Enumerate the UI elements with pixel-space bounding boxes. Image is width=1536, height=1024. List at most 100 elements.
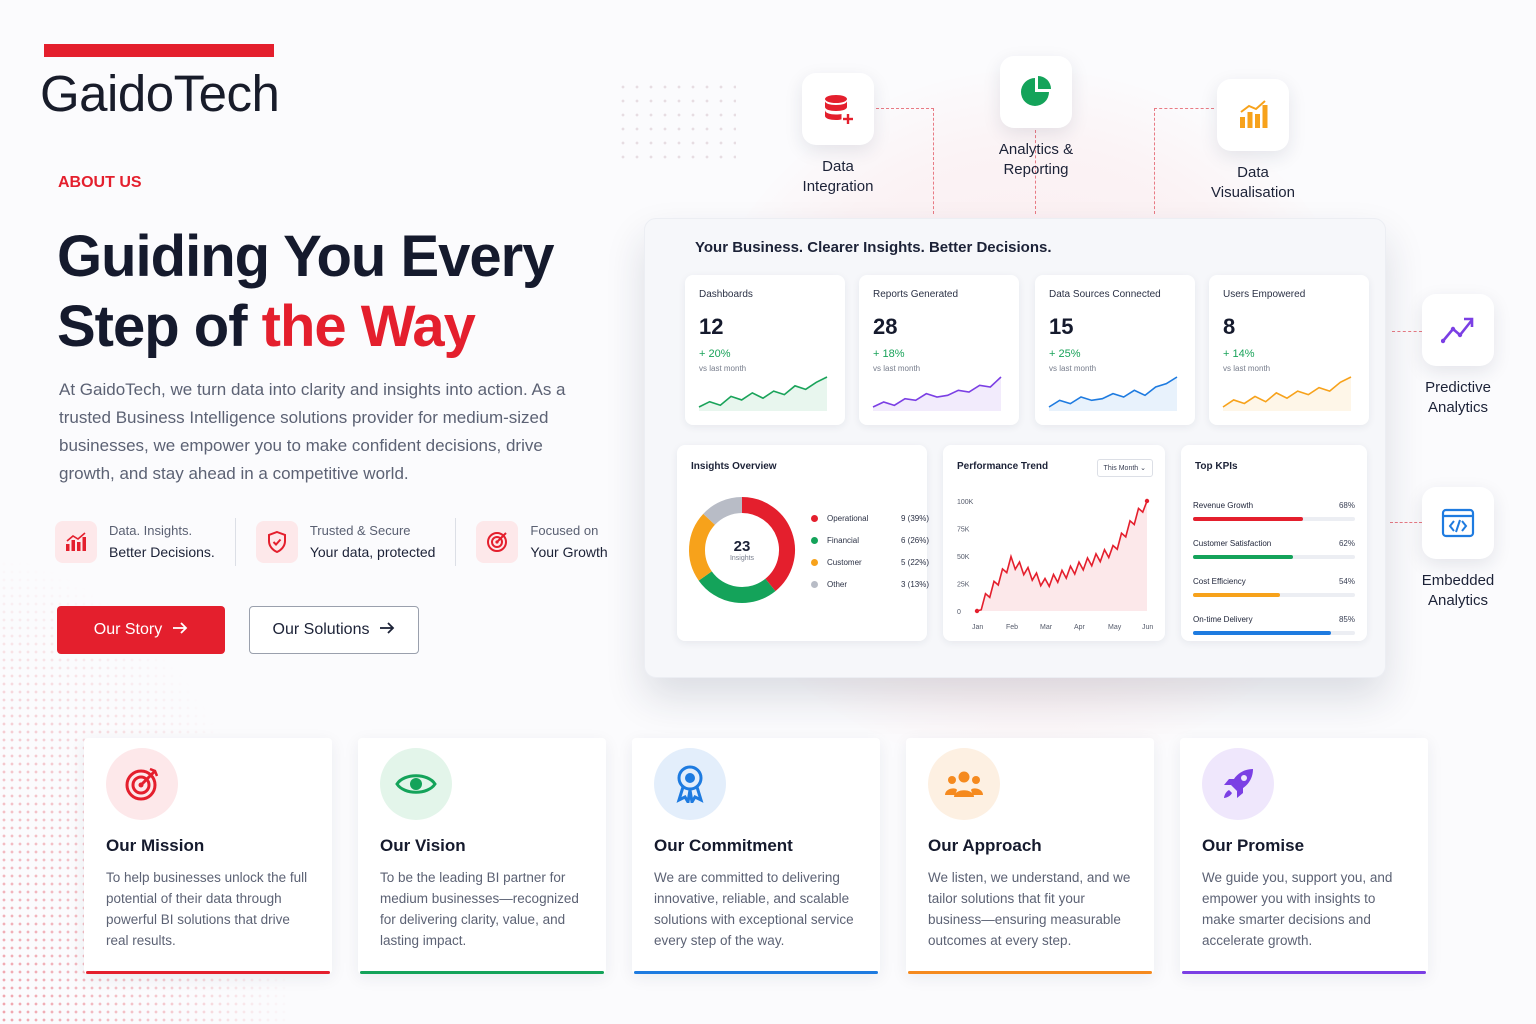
target-icon: [476, 521, 519, 563]
kpi-card[interactable]: Data Sources Connected 15 + 25% vs last …: [1035, 275, 1195, 425]
donut-legend: Operational 9 (39%) Financial 6 (26%) Cust…: [811, 507, 929, 595]
logo[interactable]: GaidoTech: [40, 65, 280, 122]
our-story-button[interactable]: Our Story: [57, 606, 225, 654]
service-data-visualisation[interactable]: Data Visualisation: [1183, 79, 1323, 203]
users-icon: [928, 748, 1000, 820]
card-accent-line: [86, 971, 330, 974]
donut-value: 23: [733, 538, 751, 555]
kpi-sub: vs last month: [1049, 364, 1097, 373]
legend-name: Other: [827, 579, 848, 589]
legend-count: 9 (39%): [900, 513, 929, 523]
card-accent-line: [634, 971, 878, 974]
connector-line: [1392, 331, 1422, 332]
service-label-2: Analytics: [1427, 399, 1489, 416]
x-tick-label: Feb: [1006, 624, 1018, 631]
section-eyebrow: ABOUT US: [58, 174, 142, 191]
chart-icon: [55, 521, 97, 563]
eye-icon: [380, 748, 452, 820]
service-data-integration[interactable]: Data Integration: [768, 73, 908, 197]
x-tick-label: Apr: [1074, 624, 1086, 631]
performance-point-end: [1144, 498, 1150, 504]
legend-row: Customer 5 (22%): [811, 551, 929, 573]
top-kpis-panel: Top KPIs Revenue Growth 68% Customer Sati…: [1181, 445, 1367, 641]
card-title: Our Promise: [1202, 836, 1305, 855]
feature-item: Focused on Your Growth: [455, 518, 608, 566]
x-tick-label: Mar: [1040, 624, 1053, 631]
service-analytics-reporting[interactable]: Analytics & Reporting: [966, 56, 1106, 180]
feature-line-1: Focused on: [530, 523, 599, 538]
legend-row: Other 3 (13%): [811, 573, 929, 595]
x-tick-label: May: [1108, 624, 1122, 631]
legend-count: 6 (26%): [900, 535, 929, 545]
card-our-approach[interactable]: Our Approach We listen, we understand, a…: [906, 738, 1154, 974]
kpi-bar-row: Revenue Growth 68%: [1193, 501, 1355, 521]
kpi-bar-pct: 68%: [1338, 501, 1355, 510]
card-our-vision[interactable]: Our Vision To be the leading BI partner …: [358, 738, 606, 974]
feature-item: Data. Insights. Better Decisions.: [55, 518, 215, 566]
kpi-bar-fill: [1193, 555, 1294, 559]
sparkline-area: [873, 377, 1001, 411]
connector-line: [876, 108, 934, 214]
kpi-name: Data Sources Connected: [1049, 289, 1161, 300]
y-tick-label: 50K: [957, 554, 970, 561]
feature-list: Data. Insights. Better Decisions. Trusted…: [55, 518, 608, 566]
sparkline-area: [1223, 377, 1351, 411]
kpi-change: + 14%: [1223, 348, 1255, 360]
kpi-sparkline: [698, 376, 828, 411]
feature-line-2: Your Growth: [530, 544, 608, 560]
donut-slice-financial: [698, 571, 776, 603]
connector-line: [1390, 522, 1422, 523]
shield-icon: [255, 521, 298, 563]
card-text: We are committed to delivering innovativ…: [654, 870, 854, 948]
title-line-2b: the Way: [261, 294, 476, 359]
kpi-sub: vs last month: [1223, 364, 1271, 373]
kpi-sparkline: [872, 376, 1002, 411]
kpi-card[interactable]: Users Empowered 8 + 14% vs last month: [1209, 275, 1369, 425]
performance-line: [976, 500, 1148, 612]
kpi-card[interactable]: Dashboards 12 + 20% vs last month: [685, 275, 845, 425]
kpi-card[interactable]: Reports Generated 28 + 18% vs last month: [859, 275, 1019, 425]
y-tick-label: 25K: [957, 582, 970, 589]
intro-paragraph: At GaidoTech, we turn data into clarity …: [59, 380, 566, 483]
our-solutions-label: Our Solutions: [272, 621, 370, 638]
trend-icon: [1422, 294, 1494, 366]
kpi-sub: vs last month: [699, 364, 747, 373]
sparkline-line: [698, 376, 828, 408]
code-icon: [1422, 487, 1494, 559]
card-title: Our Commitment: [654, 836, 793, 855]
y-tick-label: 0: [957, 609, 961, 616]
card-title: Our Approach: [928, 836, 1042, 855]
service-label-1: Analytics &: [998, 141, 1074, 158]
kpi-name: Reports Generated: [873, 289, 959, 300]
kpi-value: 12: [699, 314, 724, 339]
kpi-bar-fill: [1193, 631, 1331, 635]
service-predictive-analytics[interactable]: Predictive Analytics: [1388, 294, 1528, 418]
feature-item: Trusted & Secure Your data, protected: [234, 518, 435, 566]
service-label-1: Embedded: [1421, 572, 1495, 589]
kpi-bar-track: [1193, 593, 1355, 597]
period-select[interactable]: This Month ⌄: [1096, 459, 1153, 477]
card-text: We guide you, support you, and empower y…: [1202, 870, 1393, 948]
dot-pattern-top: [616, 80, 736, 160]
kpi-bar-row: Cost Efficiency 54%: [1193, 577, 1355, 597]
donut-center: 23 Insights: [687, 495, 797, 605]
dashboard-title: Your Business. Clearer Insights. Better …: [695, 239, 1052, 256]
legend-row: Operational 9 (39%): [811, 507, 929, 529]
donut-slice-operational: [741, 497, 795, 592]
performance-chart: 100K 75K 50K 25K 0 Jan Feb Mar Apr May Jun: [957, 498, 1153, 631]
our-solutions-button[interactable]: Our Solutions: [249, 606, 419, 654]
kpi-change: + 18%: [873, 348, 905, 360]
card-our-promise[interactable]: Our Promise We guide you, support you, a…: [1180, 738, 1428, 974]
kpi-change: + 20%: [699, 348, 731, 360]
performance-area: [977, 501, 1147, 611]
kpi-bar-label: Revenue Growth: [1193, 501, 1254, 510]
card-our-mission[interactable]: Our Mission To help businesses unlock th…: [84, 738, 332, 974]
card-text: We listen, we understand, and we tailor …: [928, 870, 1131, 948]
service-embedded-analytics[interactable]: Embedded Analytics: [1388, 487, 1528, 611]
our-story-label: Our Story: [93, 621, 163, 638]
legend-count: 5 (22%): [900, 557, 929, 567]
kpi-bar-track: [1193, 517, 1355, 521]
feature-line-2: Better Decisions.: [109, 544, 215, 560]
card-our-commitment[interactable]: Our Commitment We are committed to deliv…: [632, 738, 880, 974]
